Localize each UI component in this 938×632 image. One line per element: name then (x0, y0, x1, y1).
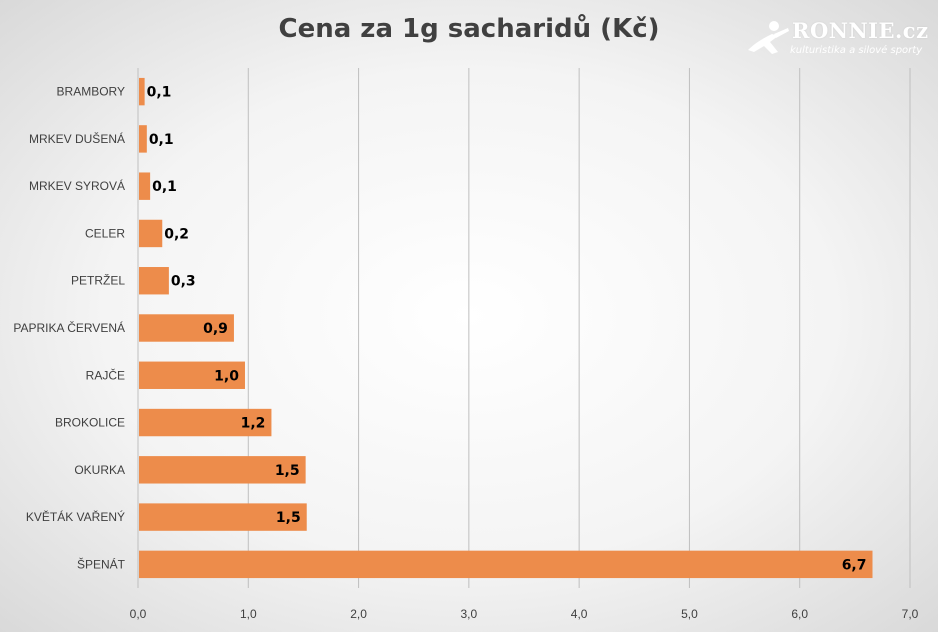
data-label: 0,1 (152, 179, 177, 195)
bar (139, 456, 306, 484)
data-label: 0,1 (147, 85, 172, 101)
category-label: MRKEV DUŠENÁ (29, 131, 125, 146)
category-label: KVĚTÁK VAŘENÝ (26, 509, 125, 524)
category-label: PETRŽEL (71, 273, 125, 288)
bar (139, 503, 307, 531)
bar (139, 361, 245, 389)
x-tick-label: 1,0 (240, 607, 257, 621)
logo-tagline: kulturistika a silové sporty (790, 45, 923, 56)
x-tick-label: 7,0 (902, 607, 919, 621)
bar (139, 125, 147, 153)
data-label: 0,2 (164, 226, 189, 242)
x-tick-label: 3,0 (461, 607, 478, 621)
category-label: BROKOLICE (55, 416, 125, 430)
ronnie-logo[interactable]: RONNIE.cz kulturistika a silové sporty (744, 18, 929, 62)
category-label: CELER (85, 226, 125, 240)
bar (139, 267, 169, 295)
category-label: RAJČE (86, 367, 125, 382)
bar (139, 219, 163, 248)
data-label: 0,1 (149, 132, 174, 148)
x-tick-label: 6,0 (791, 607, 808, 621)
bar (139, 172, 151, 200)
category-label: PAPRIKA ČERVENÁ (13, 320, 125, 335)
data-label: 0,9 (203, 321, 228, 337)
bar (139, 408, 272, 437)
data-label: 6,7 (842, 557, 867, 573)
data-label: 0,3 (171, 274, 196, 290)
category-label: OKURKA (74, 463, 125, 477)
category-label: BRAMBORY (57, 85, 125, 99)
category-label: MRKEV SYROVÁ (29, 178, 125, 193)
x-tick-label: 4,0 (571, 607, 588, 621)
bar (139, 314, 234, 342)
x-tick-label: 2,0 (350, 607, 367, 621)
bar (139, 550, 873, 579)
data-label: 1,5 (276, 510, 301, 526)
data-label: 1,2 (241, 416, 266, 432)
category-label: ŠPENÁT (77, 556, 126, 571)
bar (139, 77, 145, 106)
athlete-logo-icon (748, 21, 789, 54)
data-label: 1,0 (214, 368, 239, 384)
x-tick-label: 5,0 (681, 607, 698, 621)
data-label: 1,5 (275, 463, 300, 479)
logo-wordmark: RONNIE.cz (792, 18, 929, 43)
x-tick-label: 0,0 (130, 607, 147, 621)
chart-title: Cena za 1g sacharidů (Kč) (278, 14, 660, 44)
